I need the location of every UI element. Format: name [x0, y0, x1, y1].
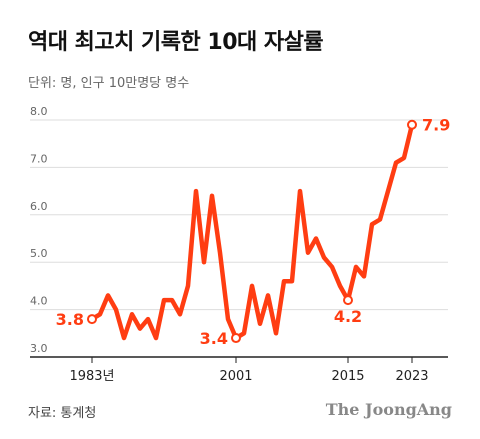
annotations: 3.8 3.4 4.2 7.9 [56, 116, 451, 348]
y-tick-label-6.0: 6.0 [30, 200, 48, 213]
x-tick-label-1983: 1983년 [69, 369, 114, 384]
data-label-2015: 4.2 [334, 307, 362, 326]
x-axis: 1983년 2001 2015 2023 [30, 356, 448, 384]
x-tick-label-2001: 2001 [219, 369, 252, 384]
brand-logo: The JoongAng [325, 400, 452, 419]
series-line [89, 122, 415, 341]
annotation-marker-2023 [407, 119, 417, 130]
y-tick-label-4.0: 4.0 [30, 295, 48, 308]
data-label-2001: 3.4 [200, 329, 228, 348]
y-tick-label-3.0: 3.0 [30, 342, 48, 355]
chart-title: 역대 최고치 기록한 10대 자살률 [28, 30, 324, 55]
annotation-marker-2015 [343, 295, 353, 306]
y-tick-labels: 3.0 4.0 5.0 6.0 7.0 8.0 [30, 105, 48, 355]
y-tick-label-5.0: 5.0 [30, 247, 48, 260]
source-note: 자료: 통계청 [28, 406, 97, 421]
series-line-path [89, 122, 415, 341]
grid-lines [30, 119, 448, 311]
x-tick-label-2023: 2023 [395, 369, 428, 384]
y-tick-label-7.0: 7.0 [30, 152, 48, 165]
x-tick-label-2015: 2015 [331, 369, 364, 384]
annotation-marker-1983 [87, 314, 97, 325]
y-tick-label-8.0: 8.0 [30, 105, 48, 118]
unit-note: 단위: 명, 인구 10만명당 명수 [28, 76, 190, 91]
data-label-1983: 3.8 [56, 310, 84, 329]
annotation-marker-2001 [231, 333, 241, 344]
data-label-2023: 7.9 [422, 116, 450, 135]
